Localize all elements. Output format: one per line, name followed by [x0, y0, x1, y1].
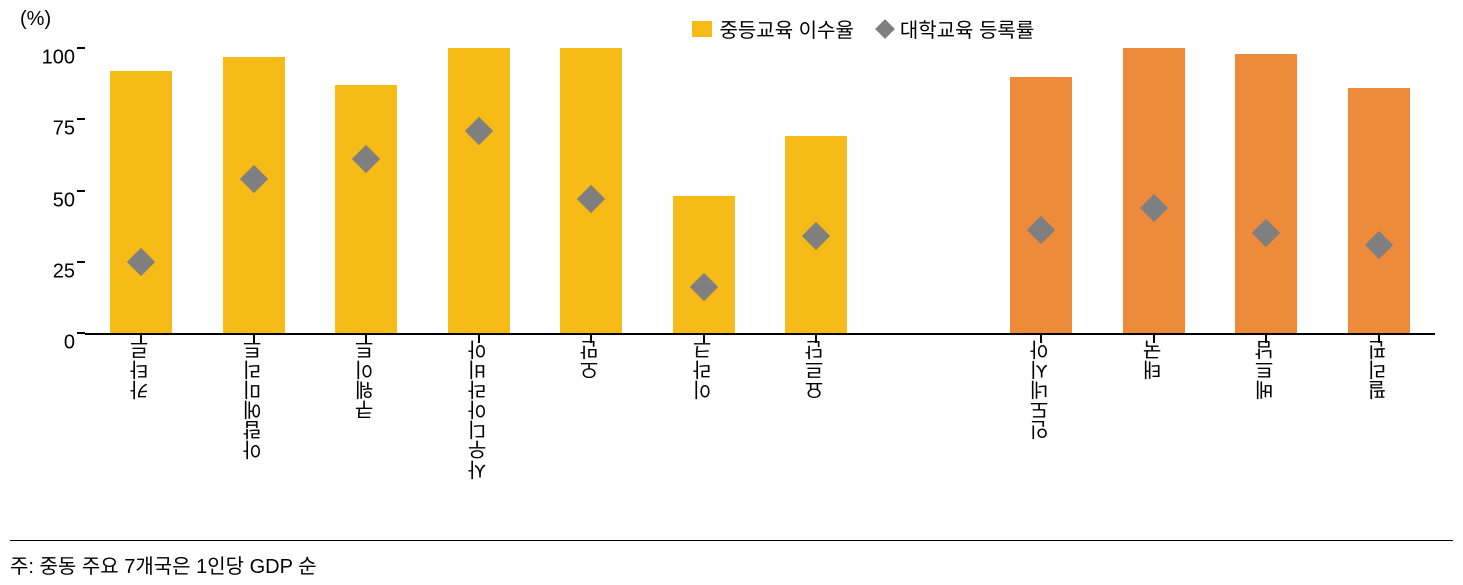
x-axis-label: 오만 — [577, 340, 606, 380]
legend: 중등교육 이수율 대학교육 등록률 — [692, 14, 1035, 43]
bar — [335, 85, 397, 333]
plot-area: 0255075100 — [85, 50, 1435, 335]
y-tick-mark — [77, 47, 85, 49]
x-axis-label: 카타르 — [127, 340, 156, 400]
bar — [1010, 77, 1072, 334]
y-tick-mark — [77, 261, 85, 263]
x-axis-label: 쿠웨이트 — [352, 340, 381, 420]
x-axis-label: 베트남 — [1252, 340, 1281, 400]
bar — [673, 196, 735, 333]
legend-swatch-bar-icon — [692, 21, 712, 37]
legend-label-diamond: 대학교육 등록률 — [900, 14, 1034, 43]
x-axis-label: 필리핀 — [1364, 340, 1393, 400]
y-tick-label: 0 — [30, 332, 75, 355]
chart-container: (%) 중등교육 이수율 대학교육 등록률 0255075100 카타르아랍에미… — [0, 0, 1463, 585]
bar — [1235, 54, 1297, 333]
bars-layer — [85, 50, 1435, 333]
x-tick-mark — [140, 335, 142, 343]
footnote-text: 주: 중동 주요 7개국은 1인당 GDP 순 — [10, 550, 317, 579]
footnote-divider — [10, 540, 1453, 541]
x-axis-labels: 카타르 아랍에미리트 쿠웨이트 사우디아라비아 오만 이라크 요르단 인도네시아 태국 베트남 필리… — [85, 340, 1435, 530]
y-tick-mark — [77, 332, 85, 334]
bar — [1348, 88, 1410, 333]
y-tick-mark — [77, 190, 85, 192]
x-axis-label: 요르단 — [802, 340, 831, 400]
legend-swatch-diamond-icon — [875, 19, 895, 39]
y-tick-label: 25 — [30, 260, 75, 283]
legend-label-bar: 중등교육 이수율 — [720, 14, 854, 43]
x-axis-label: 인도네시아 — [1027, 340, 1056, 440]
x-tick-mark — [1265, 335, 1267, 343]
x-axis-label: 사우디아라비아 — [464, 340, 493, 480]
x-tick-mark — [1153, 335, 1155, 343]
legend-item-bar: 중등교육 이수율 — [692, 14, 854, 43]
x-tick-mark — [478, 335, 480, 343]
y-tick-mark — [77, 118, 85, 120]
x-tick-mark — [253, 335, 255, 343]
x-tick-mark — [590, 335, 592, 343]
x-tick-mark — [365, 335, 367, 343]
x-axis-label: 이라크 — [689, 340, 718, 400]
bar — [223, 57, 285, 333]
x-axis-label: 아랍에미리트 — [239, 340, 268, 460]
y-tick-label: 75 — [30, 118, 75, 141]
bar — [110, 71, 172, 333]
x-tick-mark — [815, 335, 817, 343]
legend-item-diamond: 대학교육 등록률 — [878, 14, 1034, 43]
bar — [1123, 48, 1185, 333]
y-axis-unit: (%) — [20, 8, 51, 31]
x-axis-label: 태국 — [1139, 340, 1168, 380]
x-tick-mark — [1378, 335, 1380, 343]
y-tick-label: 50 — [30, 189, 75, 212]
x-tick-mark — [703, 335, 705, 343]
y-tick-label: 100 — [30, 47, 75, 70]
x-tick-mark — [1040, 335, 1042, 343]
bar — [448, 48, 510, 333]
